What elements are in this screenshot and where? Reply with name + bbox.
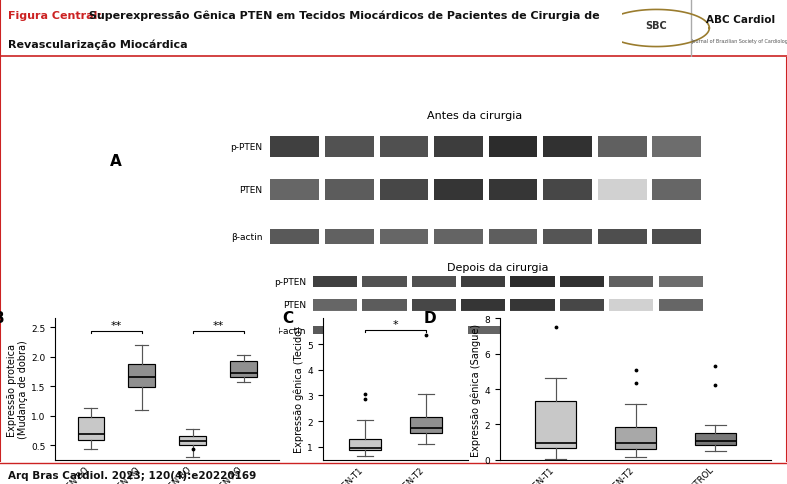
Text: *: *: [393, 319, 398, 330]
Bar: [543, 136, 592, 157]
Y-axis label: Expressão proteica
(Mudança de dobra): Expressão proteica (Mudança de dobra): [6, 340, 28, 439]
Bar: [652, 180, 701, 201]
Bar: [511, 300, 555, 311]
Bar: [543, 180, 592, 201]
Bar: [313, 326, 357, 334]
Bar: [271, 180, 320, 201]
Text: B: B: [0, 310, 4, 325]
Text: Figura Central:: Figura Central:: [8, 11, 102, 21]
Bar: [659, 326, 703, 334]
Bar: [489, 136, 538, 157]
Text: ABC Cardiol: ABC Cardiol: [706, 15, 775, 25]
Bar: [434, 229, 483, 244]
Text: D: D: [423, 310, 436, 325]
Text: C: C: [282, 310, 293, 325]
Bar: [598, 229, 647, 244]
Bar: [652, 229, 701, 244]
Bar: [313, 276, 357, 287]
Bar: [461, 300, 505, 311]
Bar: [325, 136, 374, 157]
Text: β-actin: β-actin: [231, 232, 262, 241]
Bar: [598, 136, 647, 157]
Bar: [659, 300, 703, 311]
Text: PTEN: PTEN: [239, 186, 262, 195]
Text: p-PTEN: p-PTEN: [230, 142, 262, 151]
Bar: [313, 300, 357, 311]
Bar: [271, 136, 320, 157]
PathPatch shape: [78, 418, 104, 440]
Bar: [363, 276, 407, 287]
Text: SBC: SBC: [645, 21, 667, 31]
Text: **: **: [212, 320, 224, 330]
Text: β-actin: β-actin: [275, 326, 306, 335]
Bar: [598, 180, 647, 201]
Bar: [560, 326, 604, 334]
Bar: [609, 326, 653, 334]
PathPatch shape: [179, 436, 206, 445]
Text: Superexpressão Gênica PTEN em Tecidos Miocárdicos de Pacientes de Cirurgia de: Superexpressão Gênica PTEN em Tecidos Mi…: [85, 11, 600, 21]
Text: Revascularização Miocárdica: Revascularização Miocárdica: [8, 40, 187, 50]
Bar: [434, 180, 483, 201]
Bar: [560, 300, 604, 311]
Bar: [412, 326, 456, 334]
Text: Antes da cirurgia: Antes da cirurgia: [427, 111, 523, 121]
PathPatch shape: [535, 401, 576, 448]
PathPatch shape: [695, 433, 736, 445]
PathPatch shape: [615, 426, 656, 449]
Bar: [560, 276, 604, 287]
Bar: [511, 326, 555, 334]
Text: Journal of Brazilian Society of Cardiology: Journal of Brazilian Society of Cardiolo…: [691, 39, 787, 44]
Y-axis label: Expressão gênica (Tecido): Expressão gênica (Tecido): [294, 326, 305, 453]
Text: p-PTEN: p-PTEN: [274, 277, 306, 287]
PathPatch shape: [128, 364, 155, 388]
Bar: [609, 300, 653, 311]
Bar: [379, 180, 428, 201]
Y-axis label: Expressão gênica (Sangue): Expressão gênica (Sangue): [471, 323, 482, 455]
Text: Depois da cirurgia: Depois da cirurgia: [447, 262, 549, 272]
Bar: [609, 276, 653, 287]
Bar: [325, 180, 374, 201]
Bar: [412, 276, 456, 287]
Bar: [379, 136, 428, 157]
Bar: [434, 136, 483, 157]
Bar: [412, 300, 456, 311]
Text: **: **: [111, 320, 122, 330]
Bar: [363, 326, 407, 334]
Bar: [511, 276, 555, 287]
Text: Arq Bras Cardiol. 2023; 120(4):e20220169: Arq Bras Cardiol. 2023; 120(4):e20220169: [8, 470, 256, 480]
PathPatch shape: [410, 418, 442, 433]
Bar: [379, 229, 428, 244]
Bar: [652, 136, 701, 157]
Bar: [543, 229, 592, 244]
Bar: [363, 300, 407, 311]
Bar: [271, 229, 320, 244]
Bar: [489, 229, 538, 244]
Bar: [461, 326, 505, 334]
Bar: [659, 276, 703, 287]
Bar: [461, 276, 505, 287]
PathPatch shape: [231, 361, 257, 378]
Text: PTEN: PTEN: [283, 301, 306, 310]
PathPatch shape: [349, 439, 381, 450]
Text: A: A: [110, 154, 122, 169]
Bar: [489, 180, 538, 201]
Bar: [325, 229, 374, 244]
